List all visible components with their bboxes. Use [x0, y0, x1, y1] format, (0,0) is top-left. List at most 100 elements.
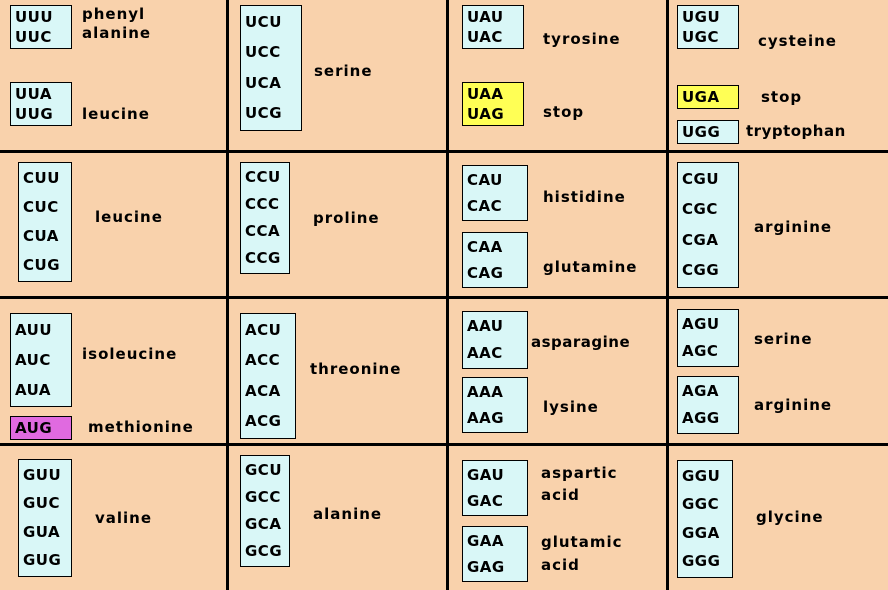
codon: AAG [467, 408, 505, 427]
codon-box-serine: UCU UCC UCA UCG [240, 5, 302, 131]
codon-box-stop: UAA UAG [462, 82, 524, 126]
amino-acid-label: asparagine [531, 333, 631, 351]
amino-acid-label: glutamic [541, 533, 623, 551]
codon: GAC [467, 491, 504, 510]
codon: UAC [467, 27, 503, 46]
amino-acid-label: arginine [754, 218, 833, 236]
grid-line [666, 0, 669, 590]
codon: GUG [23, 551, 62, 570]
codon: GUA [23, 522, 61, 541]
amino-acid-label: histidine [543, 188, 626, 206]
codon: AAC [467, 344, 503, 362]
amino-acid-label: aspartic [541, 464, 618, 482]
amino-acid-label: isoleucine [82, 345, 178, 363]
codon: UCU [245, 12, 282, 31]
grid-line [0, 150, 888, 153]
codon: UCA [245, 73, 282, 92]
codon: CUG [23, 256, 61, 274]
codon-box-valine: GUU GUC GUA GUG [18, 459, 72, 577]
codon: CUU [23, 169, 60, 187]
amino-acid-label: threonine [310, 360, 402, 378]
codon: AUA [15, 380, 51, 399]
codon-box-cysteine: UGU UGC [677, 5, 739, 49]
codon-box-tyrosine: UAU UAC [462, 5, 524, 49]
codon: CUA [23, 227, 59, 245]
amino-acid-label: tyrosine [543, 30, 621, 48]
codon-box-arginine: AGA AGG [677, 376, 739, 434]
amino-acid-label: stop [543, 103, 585, 121]
codon: UUC [15, 27, 52, 46]
codon: ACC [245, 351, 281, 370]
codon: CGA [682, 230, 719, 249]
codon-box-lysine: AAA AAG [462, 377, 528, 433]
codon: AUG [15, 418, 53, 437]
codon: AAU [467, 317, 504, 335]
codon-box-glycine: GGU GGC GGA GGG [677, 460, 733, 578]
codon: CCC [245, 195, 280, 213]
codon: GCU [245, 461, 283, 479]
amino-acid-label: methionine [88, 418, 194, 436]
codon: UAA [467, 84, 504, 103]
codon: CGG [682, 261, 720, 280]
codon-box-alanine: GCU GCC GCA GCG [240, 455, 290, 567]
codon: CAG [467, 263, 504, 282]
codon: UGC [682, 27, 720, 46]
codon-box-proline: CCU CCC CCA CCG [240, 162, 290, 274]
codon: GUU [23, 465, 62, 484]
amino-acid-label: glycine [756, 508, 824, 526]
codon: UAU [467, 7, 504, 26]
codon: AGU [682, 315, 720, 333]
codon-box-asparagine: AAU AAC [462, 311, 528, 369]
amino-acid-label: arginine [754, 396, 833, 414]
codon: AGG [682, 409, 720, 427]
amino-acid-label: glutamine [543, 258, 638, 276]
grid-line [0, 296, 888, 299]
codon-box-leucine: CUU CUC CUA CUG [18, 162, 72, 282]
codon: GGA [682, 523, 720, 542]
codon: GGC [682, 495, 720, 514]
codon-box-stop: UGA [677, 85, 739, 109]
codon: AGA [682, 382, 720, 400]
amino-acid-label: serine [314, 62, 373, 80]
amino-acid-label: stop [761, 88, 803, 106]
codon: CCA [245, 222, 281, 240]
amino-acid-label: acid [541, 556, 580, 574]
amino-acid-label: tryptophan [746, 122, 846, 140]
codon-box-glutamine: CAA CAG [462, 232, 528, 288]
codon-box-histidine: CAU CAC [462, 165, 528, 221]
codon: GAU [467, 465, 505, 484]
codon-box-serine: AGU AGC [677, 309, 739, 367]
codon: CGU [682, 169, 720, 188]
codon: UUU [15, 7, 54, 26]
codon: CCG [245, 249, 281, 267]
codon: GCA [245, 515, 282, 533]
codon-box-glutamic-acid: GAA GAG [462, 526, 528, 582]
grid-line [0, 443, 888, 446]
codon: CCU [245, 168, 281, 186]
codon: UGU [682, 7, 721, 26]
amino-acid-label: proline [313, 209, 380, 227]
codon: GGG [682, 552, 721, 571]
amino-acid-label: phenyl [82, 5, 146, 23]
codon: GCG [245, 542, 283, 560]
codon: AUC [15, 350, 51, 369]
codon: CUC [23, 198, 59, 216]
codon-box-isoleucine: AUU AUC AUA [10, 313, 72, 407]
codon: CAU [467, 170, 503, 189]
codon: ACG [245, 412, 282, 431]
amino-acid-label: leucine [82, 105, 150, 123]
codon-box-threonine: ACU ACC ACA ACG [240, 313, 296, 439]
amino-acid-label: cysteine [758, 32, 837, 50]
codon: UGG [682, 122, 721, 141]
codon-box-phenylalanine: UUU UUC [10, 5, 72, 49]
codon: UAG [467, 104, 505, 123]
amino-acid-label: valine [95, 509, 153, 527]
codon: UCG [245, 104, 283, 123]
grid-line [226, 0, 229, 590]
grid-line [446, 0, 449, 590]
amino-acid-label: serine [754, 330, 813, 348]
codon-box-methionine-start: AUG [10, 416, 72, 440]
amino-acid-label: lysine [543, 398, 599, 416]
codon: GAG [467, 557, 505, 576]
